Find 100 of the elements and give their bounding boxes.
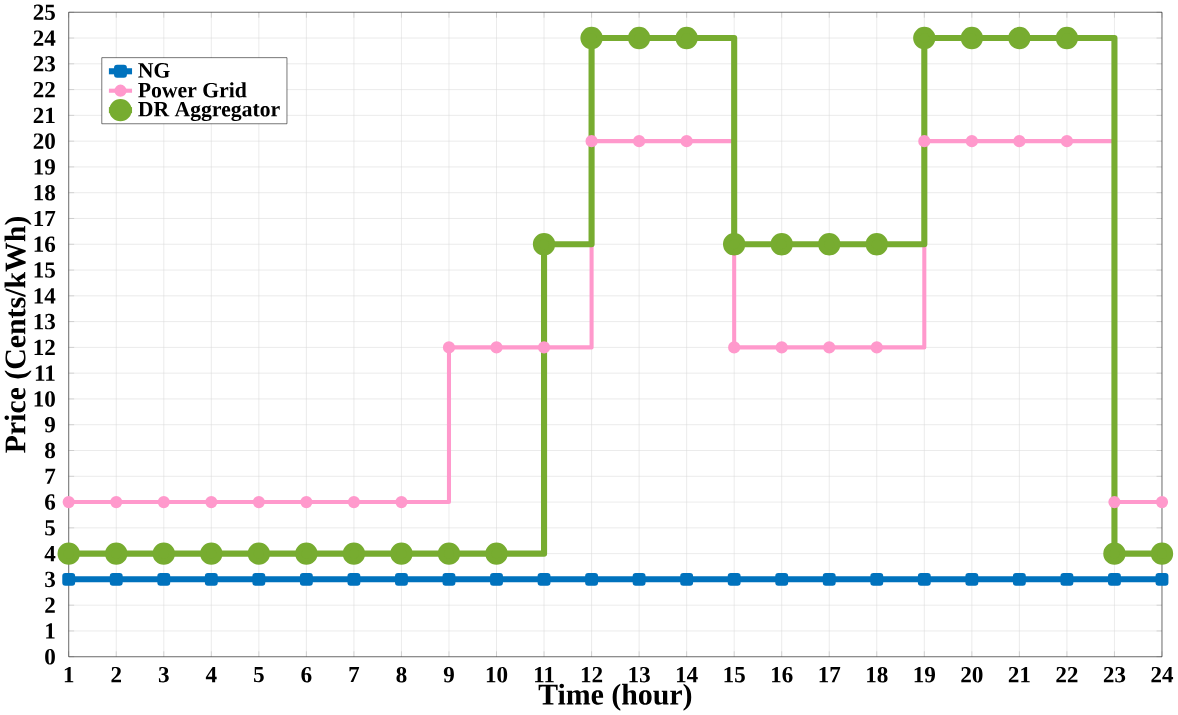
x-tick-label: 24: [1151, 666, 1174, 683]
point: [1108, 572, 1121, 586]
point: [960, 26, 984, 50]
point: [775, 341, 788, 354]
point: [109, 572, 123, 586]
point: [1012, 572, 1026, 586]
point: [1055, 26, 1079, 50]
point: [395, 572, 408, 586]
point: [633, 134, 646, 148]
point: [300, 495, 313, 509]
y-tick-label: 13: [34, 313, 55, 330]
point: [585, 572, 599, 586]
legend-label: NG: [138, 62, 170, 78]
point: [580, 26, 603, 50]
x-tick-label: 4: [205, 666, 217, 682]
y-tick-label: 17: [34, 210, 56, 226]
x-tick-label: 14: [676, 666, 698, 683]
point: [965, 134, 978, 148]
y-tick-label: 16: [34, 236, 56, 252]
y-tick-label: 24: [33, 30, 56, 46]
point: [727, 572, 741, 586]
x-tick-label: 18: [867, 666, 888, 683]
y-tick-label: 11: [35, 365, 55, 381]
point: [200, 542, 223, 565]
point: [680, 134, 693, 148]
x-tick-label: 19: [914, 666, 936, 683]
y-axis-title: Price (Cents/kWh): [4, 216, 32, 453]
y-tick-label: 1: [46, 623, 55, 639]
point: [342, 542, 366, 565]
point: [347, 495, 361, 509]
point: [62, 572, 76, 586]
y-tick-label: 8: [45, 442, 56, 459]
y-tick-label: 3: [45, 571, 55, 588]
x-tick-label: 21: [1008, 666, 1030, 683]
point: [917, 572, 931, 586]
y-tick-label: 10: [34, 391, 55, 407]
point: [205, 495, 218, 509]
point: [1103, 542, 1126, 565]
y-tick-label: 23: [33, 55, 55, 72]
x-tick-label: 1: [64, 666, 74, 683]
y-tick-label: 4: [44, 545, 56, 562]
x-tick-label: 16: [772, 666, 793, 683]
point: [680, 572, 694, 586]
point: [437, 542, 461, 565]
point: [152, 542, 175, 565]
y-tick-label: 20: [33, 133, 55, 149]
x-tick-label: 10: [486, 666, 508, 683]
point: [295, 542, 318, 565]
point: [347, 572, 361, 586]
x-tick-label: 6: [301, 666, 312, 683]
point: [1155, 495, 1169, 509]
y-tick-label: 14: [34, 288, 56, 304]
point: [490, 341, 503, 354]
point: [204, 572, 218, 586]
point: [1108, 495, 1121, 509]
point: [728, 341, 741, 354]
x-tick-label: 7: [349, 666, 360, 682]
point: [537, 341, 551, 354]
point: [110, 495, 123, 509]
point: [57, 542, 80, 565]
x-tick-label: 15: [724, 666, 745, 683]
y-tick-label: 12: [34, 339, 55, 355]
x-tick-label: 13: [629, 666, 650, 683]
point: [157, 495, 170, 509]
point: [632, 572, 646, 586]
point: [585, 134, 598, 148]
x-tick-label: 8: [396, 666, 407, 683]
point: [247, 542, 271, 565]
y-tick-label: 2: [45, 597, 55, 613]
point: [105, 542, 128, 565]
y-tick-label: 19: [34, 159, 55, 175]
point: [485, 542, 508, 565]
x-tick-label: 23: [1103, 666, 1126, 683]
point: [870, 572, 884, 586]
point: [442, 572, 456, 586]
point: [770, 232, 793, 256]
point: [1060, 134, 1074, 148]
point: [675, 26, 698, 50]
point: [62, 495, 75, 509]
point: [390, 542, 413, 565]
point: [252, 572, 266, 586]
y-tick-label: 18: [34, 184, 56, 201]
x-tick-label: 12: [581, 666, 603, 683]
legend-label: Power Grid: [138, 82, 247, 98]
point: [1008, 26, 1031, 50]
x-tick-label: 17: [819, 666, 841, 683]
point: [722, 232, 746, 256]
point: [965, 572, 979, 586]
point: [157, 572, 171, 586]
point: [627, 26, 651, 50]
point: [299, 572, 313, 586]
x-tick-label: 5: [254, 666, 264, 683]
point: [1013, 134, 1026, 148]
x-tick-label: 20: [961, 666, 983, 683]
x-tick-label: 9: [443, 666, 454, 683]
x-tick-label: 2: [111, 666, 122, 683]
point: [1150, 542, 1174, 565]
point: [870, 341, 883, 354]
y-tick-label: 5: [45, 520, 55, 536]
x-tick-label: 3: [158, 666, 169, 683]
